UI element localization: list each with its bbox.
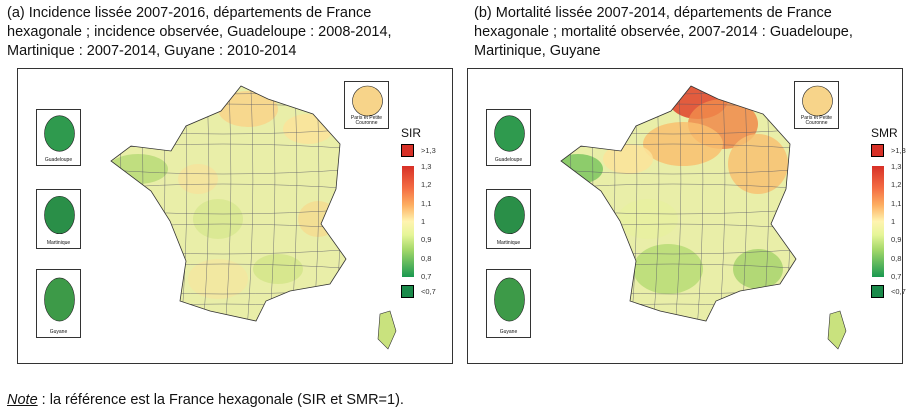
legend-tick: 1,1 xyxy=(891,198,902,208)
department-region xyxy=(178,164,218,194)
legend-tick: 0,7 xyxy=(891,271,902,281)
legend-title: SMR xyxy=(871,126,898,140)
legend-above-swatch xyxy=(871,144,884,157)
department-region xyxy=(111,154,168,184)
department-region xyxy=(188,259,248,299)
inset-guyane: Guyane xyxy=(486,269,531,338)
department-region xyxy=(603,144,653,174)
department-region xyxy=(633,244,703,294)
corsica xyxy=(378,311,396,349)
inset-label: Martinique xyxy=(496,240,521,246)
inset-label: Martinique xyxy=(46,240,71,246)
inset-label: Guyane xyxy=(499,329,518,335)
inset-label: Guyane xyxy=(49,329,68,335)
department-region xyxy=(733,249,783,289)
department-region xyxy=(561,154,603,184)
inset-guadeloupe: Guadeloupe xyxy=(486,109,531,166)
map-panel-b: Guadeloupe Martinique Guyane Paris et Petit… xyxy=(467,68,906,364)
caption-b: (b) Mortalité lissée 2007-2014, départem… xyxy=(474,5,853,59)
note-text: : la référence est la France hexagonale … xyxy=(37,392,404,408)
corsica xyxy=(828,311,846,349)
caption-a: (a) Incidence lissée 2007-2016, départem… xyxy=(7,5,392,59)
legend-gradient xyxy=(402,166,414,277)
inset-label: Paris et Petite Couronne xyxy=(350,115,383,126)
legend-below-swatch xyxy=(401,285,414,298)
legend-tick: 1,2 xyxy=(421,180,432,190)
inset-label: Guadeloupe xyxy=(44,157,73,163)
department-region xyxy=(618,199,678,239)
department-region xyxy=(193,199,243,239)
inset-paris: Paris et Petite Couronne xyxy=(794,81,839,129)
legend-gradient xyxy=(872,166,884,277)
department-region xyxy=(218,91,278,127)
inset-guadeloupe: Guadeloupe xyxy=(36,109,81,166)
legend-title: SIR xyxy=(401,126,422,140)
legend-tick: 0,8 xyxy=(421,253,432,263)
legend-tick: 1,1 xyxy=(421,198,432,208)
department-region xyxy=(253,254,303,284)
legend-tick: 1 xyxy=(421,216,426,226)
legend-tick: 1 xyxy=(891,216,896,226)
inset-paris: Paris et Petite Couronne xyxy=(344,81,389,129)
legend-tick: 1,3 xyxy=(421,162,432,171)
legend-tick: 0,9 xyxy=(891,235,902,245)
legend-tick: 0,8 xyxy=(891,253,902,263)
department-region xyxy=(283,114,333,144)
inset-martinique: Martinique xyxy=(486,189,531,249)
inset-martinique: Martinique xyxy=(36,189,81,249)
legend-tick: 1,2 xyxy=(891,180,902,190)
map-panel-a: Guadeloupe Martinique Guyane Paris et Petit… xyxy=(17,68,453,364)
legend-below-swatch xyxy=(871,285,884,298)
department-region xyxy=(728,134,788,194)
inset-label: Paris et Petite Couronne xyxy=(800,115,833,126)
note: Note : la référence est la France hexago… xyxy=(7,392,404,408)
note-label: Note xyxy=(7,392,38,408)
legend-tick: 1,3 xyxy=(891,162,902,171)
inset-label: Guadeloupe xyxy=(494,157,523,163)
legend-tick: 0,7 xyxy=(421,271,432,281)
legend-tick: 0,9 xyxy=(421,235,432,245)
legend-above-swatch xyxy=(401,144,414,157)
inset-guyane: Guyane xyxy=(36,269,81,338)
